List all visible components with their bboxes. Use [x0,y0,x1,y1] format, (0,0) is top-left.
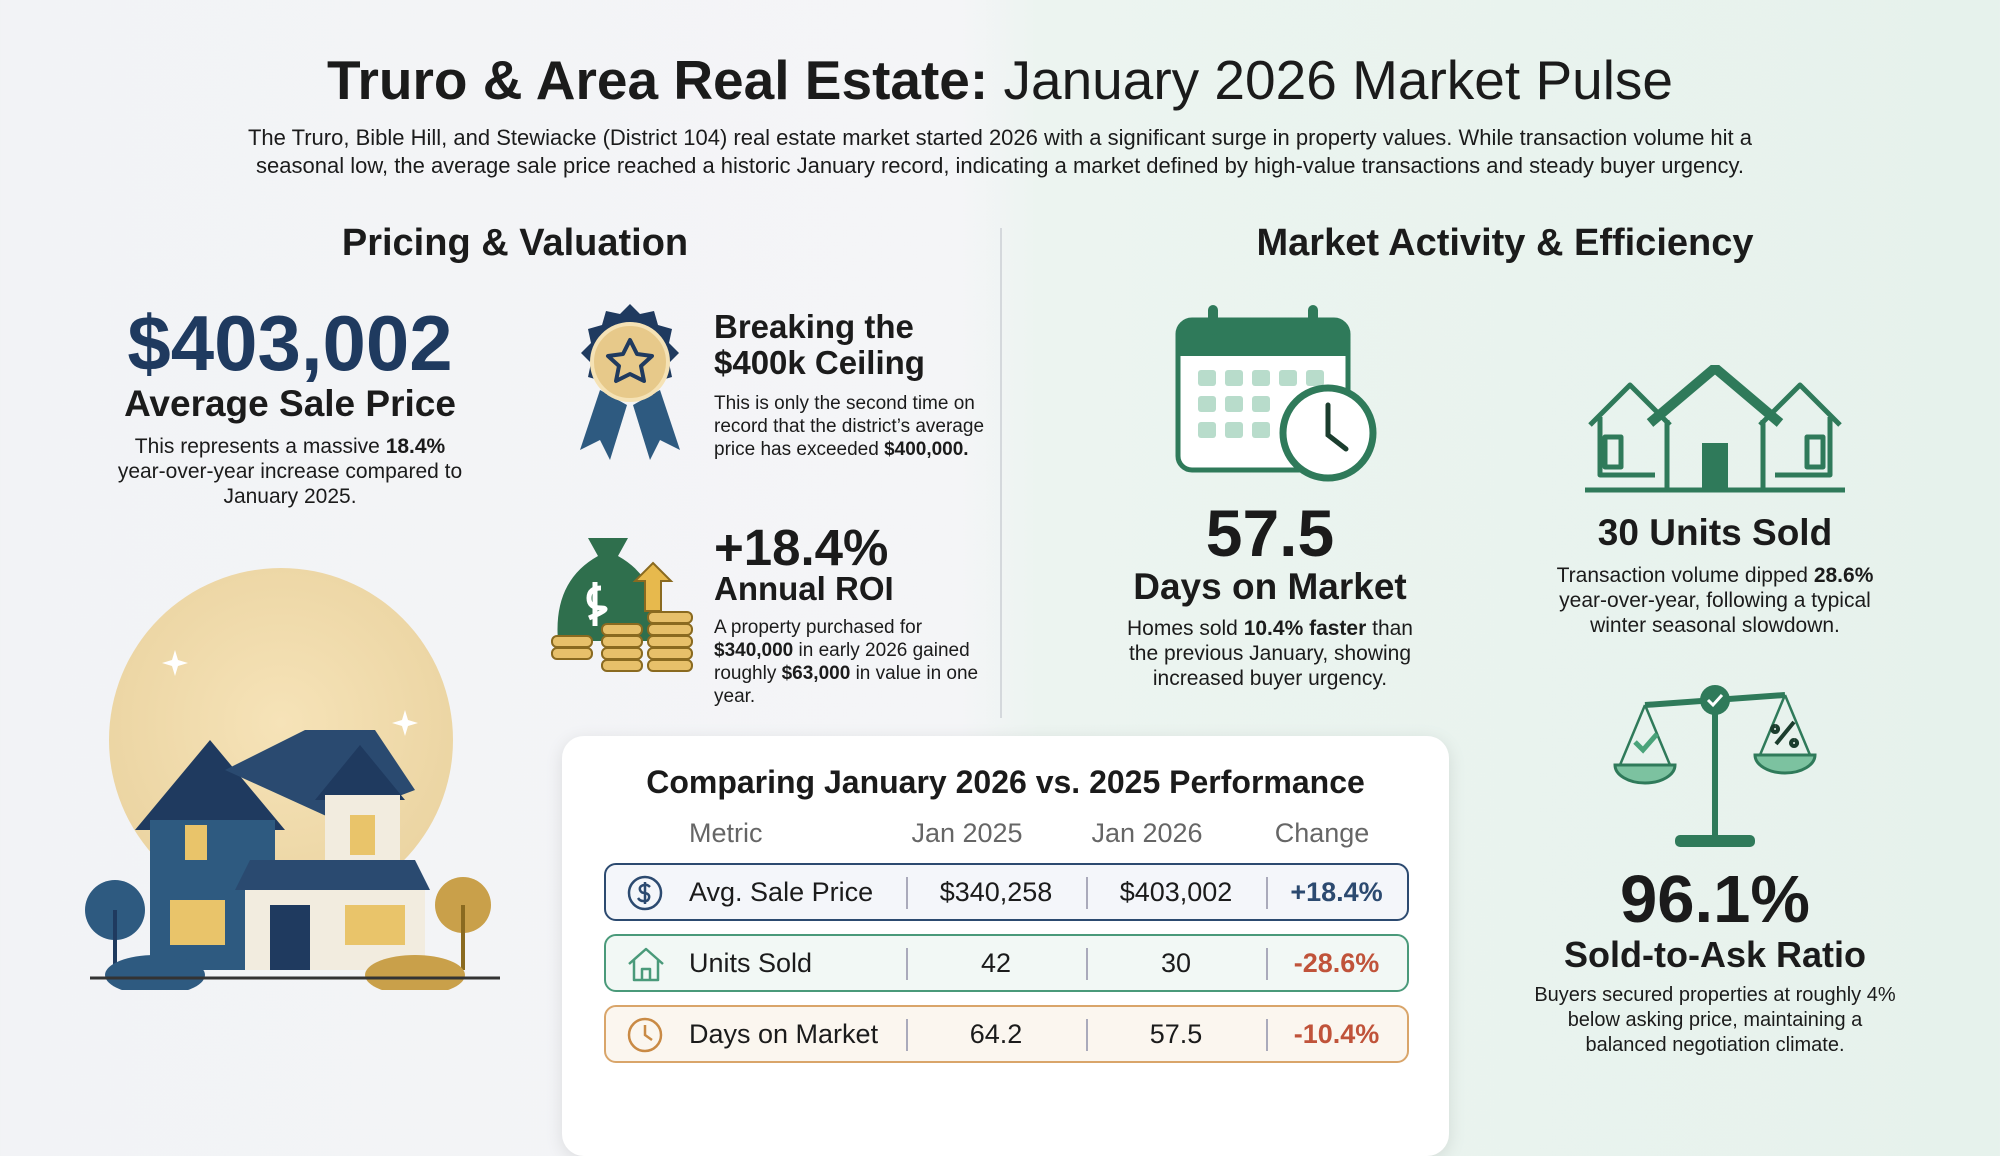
ratio-label: Sold-to-Ask Ratio [1564,934,1866,975]
table-row: Avg. Sale Price $340,258 $403,002 +18.4% [604,863,1409,921]
note-text: This is only the second time on record t… [714,393,985,460]
roi-note: A property purchased for $340,000 in ear… [714,616,994,708]
cell: 30 [1160,948,1192,978]
note-text: in early 2026 gained roughly [714,640,970,684]
ceiling-title-line: Breaking the [714,308,914,345]
scale-icon [1613,685,1817,847]
highlight: $400,000. [884,439,969,460]
row-icon [627,1017,663,1053]
note-text: Transaction volume dipped [1556,564,1814,587]
row-icon [627,875,663,911]
money-icon [551,538,693,672]
ceiling-title: Breaking the $400k Ceiling [714,309,925,381]
ceiling-title-line: $400k Ceiling [714,344,925,381]
roi-label: Annual ROI [714,570,894,607]
cell: -10.4% [1293,1019,1380,1049]
column-header: Metric [689,818,763,848]
divider [1000,228,1002,718]
note-text: in value in one year. [714,663,979,707]
table-row: Units Sold 42 30 -28.6% [604,934,1409,992]
title-rest: January 2026 Market Pulse [1003,49,1674,111]
roi-value: +18.4% [714,519,889,576]
comparison-card: Comparing January 2026 vs. 2025 Performa… [562,736,1449,1156]
badge-icon [580,304,680,460]
units-label: 30 Units Sold [1597,512,1833,553]
cell: $340,258 [939,877,1053,907]
column-header: Jan 2025 [911,818,1023,848]
column-header: Jan 2026 [1091,818,1203,848]
note-text: year-over-year increase compared to Janu… [117,460,463,508]
cell: Units Sold [689,948,813,978]
note-text: than the previous January, showing incre… [1128,617,1413,690]
cell: $403,002 [1119,877,1233,907]
ratio-note: Buyers secured properties at roughly 4% … [1525,983,1905,1058]
section-heading: Market Activity & Efficiency [1256,222,1754,264]
ceiling-note: This is only the second time on record t… [714,392,1004,461]
table-title: Comparing January 2026 vs. 2025 Performa… [646,764,1365,800]
days-label: Days on Market [1133,566,1407,607]
row-icon [628,947,664,982]
note-text: This represents a massive [134,435,386,458]
highlight: 28.6% [1813,564,1874,587]
days-note: Homes sold 10.4% faster than the previou… [1115,616,1425,691]
houses-icon [1585,365,1845,493]
column-header: Change [1274,818,1370,848]
page: Truro & Area Real Estate: January 2026 M… [0,0,2000,1116]
section-heading: Pricing & Valuation [341,222,689,264]
ratio-value: 96.1% [1620,862,1810,937]
avg-price-label: Average Sale Price [124,383,456,424]
house-illustration [85,568,500,990]
cell: +18.4% [1290,877,1383,907]
days-value: 57.5 [1205,496,1335,570]
intro: The Truro, Bible Hill, and Stewiacke (Di… [247,125,1752,178]
units-note: Transaction volume dipped 28.6% year-ove… [1530,563,1900,638]
note-text: Homes sold [1126,617,1244,640]
note-text: A property purchased for [714,617,923,638]
cell: Avg. Sale Price [689,877,874,907]
cell: 57.5 [1149,1019,1203,1049]
table-row: Days on Market 64.2 57.5 -10.4% [604,1005,1409,1063]
highlight: $63,000 [781,663,851,684]
avg-price: $403,002 [127,299,453,387]
avg-price-note: This represents a massive 18.4% year-ove… [115,434,465,509]
note-text: year-over-year, following a typical wint… [1559,589,1871,637]
title-bold: Truro & Area Real Estate: [326,49,989,111]
highlight: 10.4% faster [1243,617,1367,640]
title: Truro & Area Real Estate: January 2026 M… [0,48,2000,112]
highlight: 18.4% [385,435,446,458]
note-text: Buyers secured properties at roughly 4% … [1534,984,1896,1056]
highlight: $340,000 [714,640,794,661]
calendar-icon [1175,305,1377,482]
cell: 42 [980,948,1012,978]
cell: -28.6% [1293,948,1380,978]
cell: Days on Market [689,1019,879,1049]
cell: 64.2 [969,1019,1023,1049]
